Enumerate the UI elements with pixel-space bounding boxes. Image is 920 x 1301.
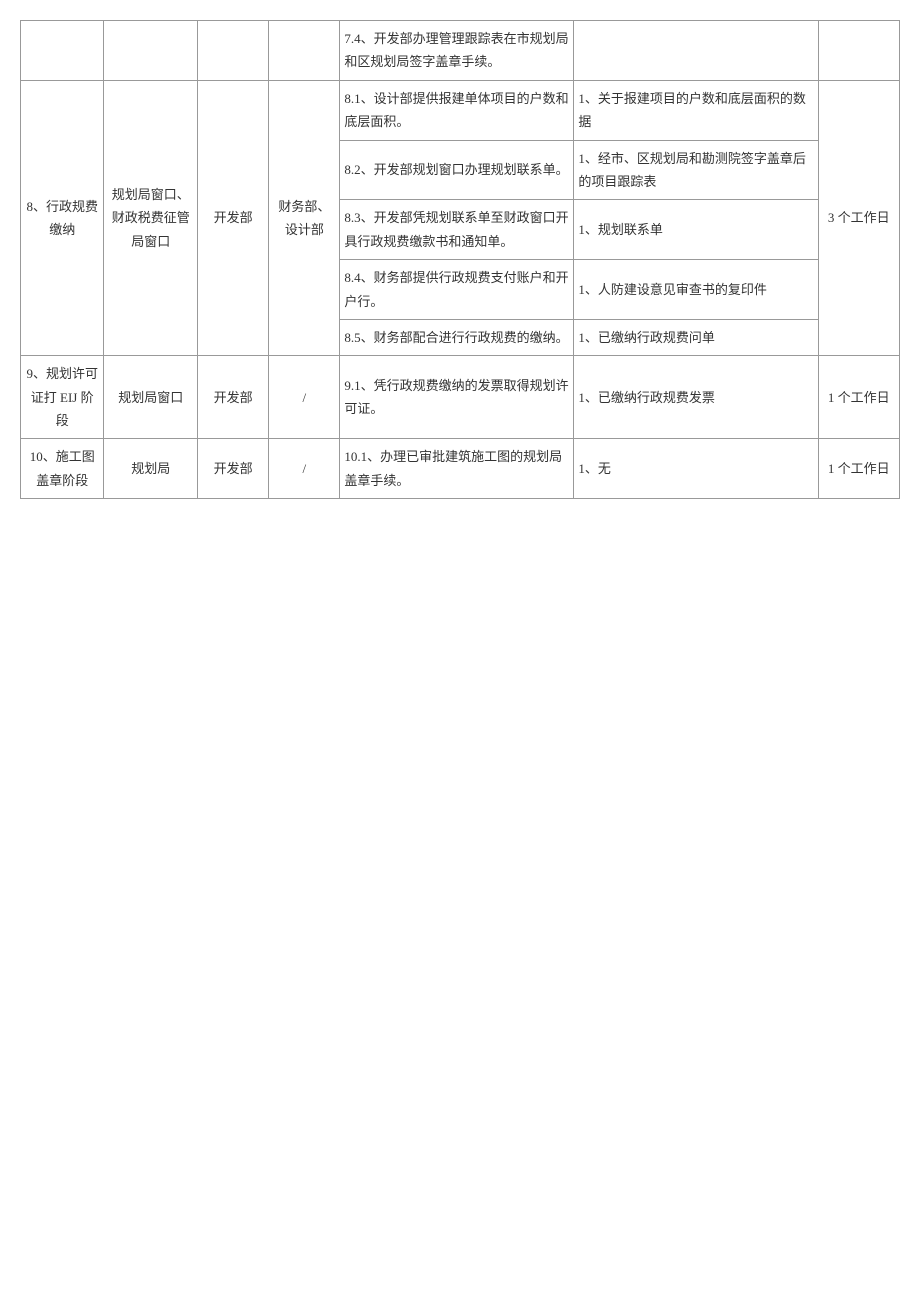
cell-step: 8.2、开发部规划窗口办理规划联系单。 (340, 140, 574, 200)
cell-duration: 1 个工作日 (818, 439, 899, 499)
cell-stage: 9、规划许可证打 EIJ 阶段 (21, 356, 104, 439)
cell-resp: 开发部 (198, 80, 269, 356)
cell-coop: / (269, 356, 340, 439)
cell-step: 9.1、凭行政规费缴纳的发票取得规划许可证。 (340, 356, 574, 439)
cell-stage: 8、行政规费缴纳 (21, 80, 104, 356)
cell-step: 8.4、财务部提供行政规费支付账户和开户行。 (340, 260, 574, 320)
cell-dept: 规划局窗口 (104, 356, 198, 439)
table-row: 8、行政规费缴纳 规划局窗口、财政税费征管局窗口 开发部 财务部、设计部 8.1… (21, 80, 900, 140)
cell-resp: 开发部 (198, 439, 269, 499)
cell-duration: 3 个工作日 (818, 80, 899, 356)
cell-step: 8.5、财务部配合进行行政规费的缴纳。 (340, 319, 574, 355)
cell-coop: / (269, 439, 340, 499)
cell-dept: 规划局 (104, 439, 198, 499)
table-row: 9、规划许可证打 EIJ 阶段 规划局窗口 开发部 / 9.1、凭行政规费缴纳的… (21, 356, 900, 439)
cell-material: 1、关于报建项目的户数和底层面积的数据 (574, 80, 818, 140)
cell-material: 1、规划联系单 (574, 200, 818, 260)
table-row: 7.4、开发部办理管理跟踪表在市规划局和区规划局签字盖章手续。 (21, 21, 900, 81)
cell-dept (104, 21, 198, 81)
cell-material: 1、无 (574, 439, 818, 499)
cell-material: 1、人防建设意见审查书的复印件 (574, 260, 818, 320)
cell-step: 7.4、开发部办理管理跟踪表在市规划局和区规划局签字盖章手续。 (340, 21, 574, 81)
cell-dept: 规划局窗口、财政税费征管局窗口 (104, 80, 198, 356)
cell-material: 1、已缴纳行政规费发票 (574, 356, 818, 439)
process-table: 7.4、开发部办理管理跟踪表在市规划局和区规划局签字盖章手续。 8、行政规费缴纳… (20, 20, 900, 499)
cell-stage (21, 21, 104, 81)
cell-step: 10.1、办理已审批建筑施工图的规划局盖章手续。 (340, 439, 574, 499)
cell-duration (818, 21, 899, 81)
cell-step: 8.3、开发部凭规划联系单至财政窗口开具行政规费缴款书和通知单。 (340, 200, 574, 260)
cell-resp (198, 21, 269, 81)
cell-duration: 1 个工作日 (818, 356, 899, 439)
cell-material: 1、经市、区规划局和勘测院签字盖章后的项目跟踪表 (574, 140, 818, 200)
cell-coop: 财务部、设计部 (269, 80, 340, 356)
cell-material: 1、已缴纳行政规费问单 (574, 319, 818, 355)
cell-coop (269, 21, 340, 81)
cell-stage: 10、施工图盖章阶段 (21, 439, 104, 499)
table-row: 10、施工图盖章阶段 规划局 开发部 / 10.1、办理已审批建筑施工图的规划局… (21, 439, 900, 499)
cell-material (574, 21, 818, 81)
cell-resp: 开发部 (198, 356, 269, 439)
cell-step: 8.1、设计部提供报建单体项目的户数和底层面积。 (340, 80, 574, 140)
